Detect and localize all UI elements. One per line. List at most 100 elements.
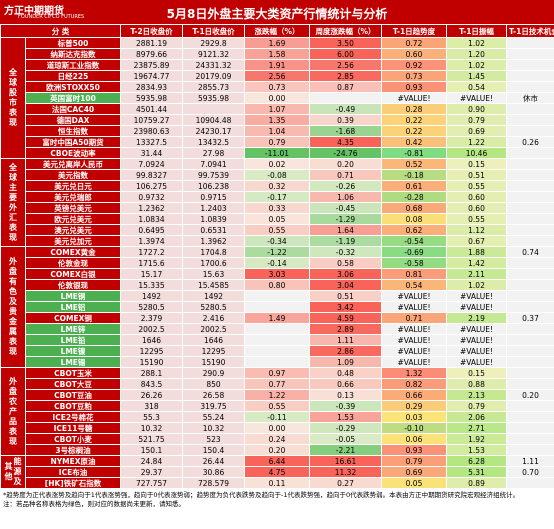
cell: 0.39 bbox=[309, 114, 382, 126]
cell: 0.32 bbox=[244, 180, 310, 192]
cell bbox=[506, 433, 554, 445]
cell: 6.00 bbox=[309, 48, 382, 60]
cell: 0.67 bbox=[446, 235, 507, 247]
cell: 1.69 bbox=[244, 37, 310, 49]
asset-name: 纳斯达克指数 bbox=[25, 48, 121, 60]
cell: 1646 bbox=[120, 334, 183, 346]
asset-name: 德国DAX bbox=[25, 114, 121, 126]
cell: 0.87 bbox=[309, 81, 382, 93]
cell bbox=[506, 477, 554, 489]
cell bbox=[506, 147, 554, 159]
column-header: 周度涨跌幅（%） bbox=[309, 24, 382, 38]
table-row: 外盘有色及贵金属表现 COMEX黄金 1727.2 1704.8 -1.22 -0.32-… bbox=[0, 246, 554, 368]
group-label: 能源及其他 bbox=[0, 455, 26, 489]
cell: 2.379 bbox=[120, 312, 183, 324]
cell: 24230.17 bbox=[182, 125, 245, 137]
cell: 0.93 bbox=[381, 81, 447, 93]
cell: 0.6531 bbox=[182, 224, 245, 236]
cell: 0.51 bbox=[446, 169, 507, 181]
cell: 4.35 bbox=[309, 136, 382, 148]
cell: 290.9 bbox=[182, 367, 245, 379]
cell: 0.66 bbox=[309, 378, 382, 390]
cell: 1.49 bbox=[244, 312, 310, 324]
cell: 55.24 bbox=[182, 411, 245, 423]
cell: 1.06 bbox=[309, 191, 382, 203]
cell: 0.29 bbox=[381, 400, 447, 412]
column-header: T-2日收盘价 bbox=[120, 24, 183, 38]
cell: 1.0839 bbox=[182, 213, 245, 225]
cell: -0.58 bbox=[381, 257, 447, 269]
cell bbox=[506, 334, 554, 346]
cell bbox=[506, 422, 554, 434]
cell: 5280.5 bbox=[120, 301, 183, 313]
cell bbox=[506, 191, 554, 203]
cell: 0.20 bbox=[309, 158, 382, 170]
cell: 10.32 bbox=[182, 422, 245, 434]
table-row: 美元兑瑞郎 0.9732 0.9715 -0.17 1.06 -0.28 0.60 bbox=[1, 191, 554, 203]
cell: -24.76 bbox=[309, 147, 382, 159]
cell: 29.37 bbox=[120, 466, 183, 478]
asset-name: ICE11号糖 bbox=[25, 422, 121, 434]
cell: 26.58 bbox=[182, 389, 245, 401]
cell: 150.4 bbox=[182, 444, 245, 456]
cell: 1.07 bbox=[244, 103, 310, 115]
cell: 0.71 bbox=[381, 312, 447, 324]
cell: 2.56 bbox=[309, 59, 382, 71]
cell: 7.0924 bbox=[120, 158, 183, 170]
cell: 1700.6 bbox=[182, 257, 245, 269]
cell bbox=[506, 103, 554, 115]
cell: #VALUE! bbox=[381, 92, 447, 104]
cell: 13432.5 bbox=[182, 136, 245, 148]
cell: #VALUE! bbox=[381, 323, 447, 335]
cell bbox=[506, 301, 554, 313]
title: 5月8日外盘主要大类资产行情统计与分析 bbox=[166, 7, 388, 21]
cell: 4.75 bbox=[244, 466, 310, 478]
table-row: ICE11号糖 10.32 10.32 0.00 -0.29 -0.10 2.71 bbox=[1, 422, 554, 434]
cell: 0.61 bbox=[381, 180, 447, 192]
cell: 2.86 bbox=[309, 345, 382, 357]
table-row: 日经225 19674.77 20179.09 2.56 2.85 0.73 1.45 bbox=[1, 70, 554, 82]
asset-name: LME铅 bbox=[25, 334, 121, 346]
cell: 1.2403 bbox=[182, 202, 245, 214]
cell: 1646 bbox=[182, 334, 245, 346]
cell: 1.04 bbox=[244, 125, 310, 137]
cell: #VALUE! bbox=[446, 92, 507, 104]
cell: 0.55 bbox=[446, 213, 507, 225]
cell: 8979.66 bbox=[120, 48, 183, 60]
cell: -0.81 bbox=[381, 147, 447, 159]
cell bbox=[506, 59, 554, 71]
cell: 0.6495 bbox=[120, 224, 183, 236]
asset-name: 恒生指数 bbox=[25, 125, 121, 137]
cell bbox=[506, 48, 554, 60]
table-row: LME铅 1646 1646 1.11 #VALUE! #VALUE! bbox=[1, 334, 554, 346]
cell: 20179.09 bbox=[182, 70, 245, 82]
cell: -1.22 bbox=[244, 246, 310, 258]
cell: 1.0834 bbox=[120, 213, 183, 225]
cell bbox=[244, 345, 310, 357]
cell: 1.53 bbox=[309, 411, 382, 423]
table-row: LME镍 12295 12295 2.86 #VALUE! #VALUE! bbox=[1, 345, 554, 357]
cell: 0.52 bbox=[381, 158, 447, 170]
cell: 0.82 bbox=[381, 378, 447, 390]
cell bbox=[506, 290, 554, 302]
cell: 0.33 bbox=[244, 202, 310, 214]
asset-name: 欧洲STOXX50 bbox=[25, 81, 121, 93]
cell: 0.54 bbox=[381, 279, 447, 291]
cell: 106.275 bbox=[120, 180, 183, 192]
cell: 1.09 bbox=[309, 356, 382, 368]
cell: 1.11 bbox=[506, 455, 554, 467]
cell bbox=[506, 125, 554, 137]
cell: 0.05 bbox=[244, 213, 310, 225]
cell: -11.01 bbox=[244, 147, 310, 159]
cell: 0.22 bbox=[381, 114, 447, 126]
cell bbox=[506, 224, 554, 236]
cell: #VALUE! bbox=[381, 345, 447, 357]
cell: 2002.5 bbox=[120, 323, 183, 335]
asset-name: LME镍 bbox=[25, 345, 121, 357]
cell: 15190 bbox=[182, 356, 245, 368]
cell: 0.66 bbox=[381, 389, 447, 401]
cell bbox=[506, 279, 554, 291]
table-row: 澳元兑美元 0.6495 0.6531 0.55 1.64 0.62 1.12 bbox=[1, 224, 554, 236]
cell: 2.11 bbox=[446, 268, 507, 280]
asset-name: LME锡 bbox=[25, 356, 121, 368]
